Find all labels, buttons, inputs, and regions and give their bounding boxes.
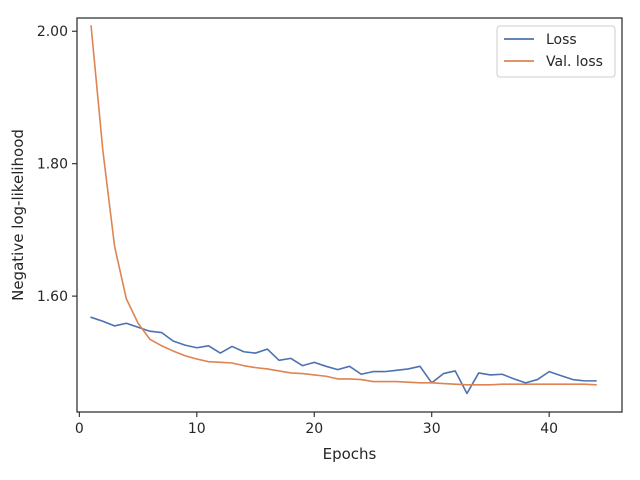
y-tick-label: 2.00 xyxy=(37,24,68,40)
x-tick-label: 10 xyxy=(188,421,206,437)
legend-label-val-loss: Val. loss xyxy=(546,54,603,70)
plot-area xyxy=(90,25,597,395)
series-line-val-loss xyxy=(90,25,597,386)
x-tick-label: 40 xyxy=(540,421,558,437)
plot-frame xyxy=(76,17,623,413)
y-axis-label: Negative log-likelihood xyxy=(9,129,27,301)
x-axis-label: Epochs xyxy=(323,445,377,463)
y-tick-label: 1.60 xyxy=(37,289,68,305)
x-tick-label: 20 xyxy=(305,421,323,437)
x-tick-label: 0 xyxy=(75,421,84,437)
legend-label-loss: Loss xyxy=(546,32,577,48)
y-tick-label: 1.80 xyxy=(37,157,68,173)
x-tick-label: 30 xyxy=(423,421,441,437)
y-axis: 1.60 1.80 2.00 xyxy=(37,24,77,305)
legend: Loss Val. loss xyxy=(496,25,616,78)
x-axis: 0 10 20 30 40 xyxy=(75,412,558,437)
series-line-loss xyxy=(90,316,597,395)
